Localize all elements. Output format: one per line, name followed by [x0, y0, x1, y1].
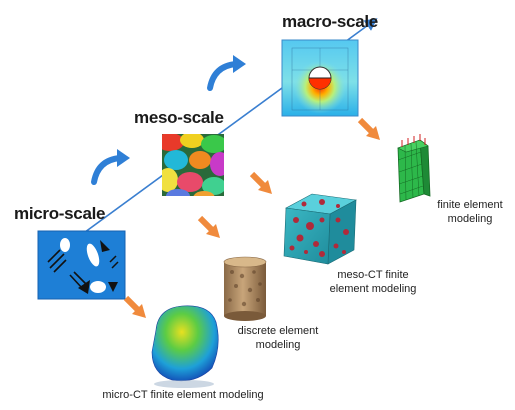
finite-element-caption-line2: modeling	[447, 213, 493, 225]
discrete-element-caption: discrete element modeling	[228, 324, 328, 352]
orange-arrow-icon-meso-ct	[249, 171, 272, 194]
curved-arrow-icon-macro	[207, 55, 246, 91]
meso-ct-cube-image	[283, 193, 357, 265]
meso-ct-caption: meso-CT finite element modeling	[318, 268, 428, 296]
curved-arrow-icon-meso	[91, 149, 130, 185]
finite-element-mesh-image	[397, 134, 431, 203]
meso-ct-caption-line1: meso-CT finite	[337, 269, 409, 281]
orange-arrow-icon-macro	[357, 117, 380, 140]
orange-arrow-icon-micro	[123, 295, 146, 318]
meso-scale-image	[162, 134, 224, 196]
meso-scale-label: meso-scale	[134, 108, 224, 127]
discrete-element-caption-line2: modeling	[255, 339, 301, 351]
finite-element-caption-line1: finite element	[437, 199, 503, 211]
discrete-element-cylinder-image	[223, 256, 267, 321]
micro-scale-image	[37, 230, 126, 300]
macro-scale-label: macro-scale	[282, 12, 378, 31]
discrete-element-caption-line1: discrete element	[237, 325, 319, 337]
meso-ct-caption-line2: element modeling	[329, 283, 417, 295]
finite-element-modeling-caption: finite element modeling	[430, 198, 510, 226]
macro-scale-image	[281, 39, 359, 117]
micro-ct-blob-image	[151, 305, 219, 388]
micro-scale-label: micro-scale	[14, 204, 106, 223]
micro-ct-caption: micro-CT finite element modeling	[102, 389, 264, 401]
orange-arrow-icon-dem	[197, 215, 220, 238]
